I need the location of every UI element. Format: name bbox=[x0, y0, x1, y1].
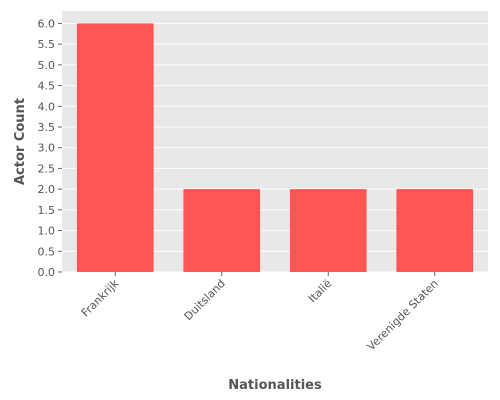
y-tick-label: 4.5 bbox=[38, 80, 56, 93]
x-axis-label: Nationalities bbox=[228, 378, 322, 393]
y-tick-label: 6.0 bbox=[38, 17, 56, 30]
y-axis-label: Actor Count bbox=[13, 98, 28, 185]
y-tick-label: 2.0 bbox=[38, 183, 56, 196]
y-tick-label: 1.0 bbox=[38, 225, 56, 238]
y-tick-label: 3.5 bbox=[38, 121, 56, 134]
y-axis-ticks: 0.0 0.5 1.0 1.5 2.0 2.5 3.0 3.5 4.0 4.5 5.0 5.5 6.0 bbox=[38, 17, 62, 279]
x-tick-label: Verenigde Staten bbox=[365, 277, 441, 353]
y-tick-label: 4.0 bbox=[38, 100, 56, 113]
bar-italië bbox=[289, 189, 367, 272]
bar-frankrijk bbox=[76, 23, 154, 272]
y-tick-label: 5.5 bbox=[38, 38, 56, 51]
bars bbox=[76, 23, 474, 272]
y-tick-label: 2.5 bbox=[38, 162, 56, 175]
bar-duitsland bbox=[183, 189, 261, 272]
y-tick-label: 0.0 bbox=[38, 266, 56, 279]
bar-verenigde-staten bbox=[396, 189, 474, 272]
y-tick-label: 5.0 bbox=[38, 59, 56, 72]
y-tick-label: 3.0 bbox=[38, 142, 56, 155]
x-axis-ticks: Frankrijk Duitsland Italië Verenigde Staten bbox=[79, 272, 441, 353]
y-tick-label: 0.5 bbox=[38, 245, 56, 258]
y-tick-label: 1.5 bbox=[38, 204, 56, 217]
x-tick-label: Italië bbox=[306, 277, 335, 306]
x-tick-label: Frankrijk bbox=[79, 276, 122, 319]
x-tick-label: Duitsland bbox=[182, 277, 228, 323]
